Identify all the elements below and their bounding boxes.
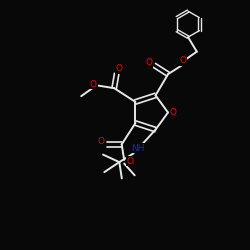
Text: O: O [169,108,176,117]
Text: O: O [98,137,105,146]
Text: O: O [116,64,123,73]
Text: O: O [146,58,153,68]
Text: O: O [180,56,186,66]
Text: NH: NH [131,144,145,153]
Text: O: O [90,80,97,89]
Text: O: O [126,156,133,166]
